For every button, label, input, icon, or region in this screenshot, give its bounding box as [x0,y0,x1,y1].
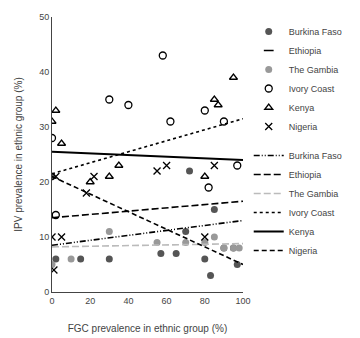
svg-text:Nigeria: Nigeria [289,122,318,132]
svg-text:60: 60 [162,296,172,306]
svg-text:0: 0 [44,287,49,297]
svg-text:80: 80 [200,296,210,306]
svg-text:Burkina Faso: Burkina Faso [289,151,342,161]
svg-text:The Gambia: The Gambia [289,189,339,199]
svg-text:20: 20 [39,177,49,187]
svg-text:Ivory Coast: Ivory Coast [289,208,335,218]
svg-text:Nigeria: Nigeria [289,246,318,256]
svg-text:40: 40 [39,67,49,77]
svg-text:IPV prevalence in ethnic group: IPV prevalence in ethnic group (%) [13,77,24,232]
svg-text:Kenya: Kenya [289,103,315,113]
svg-text:10: 10 [39,232,49,242]
svg-text:Burkina Faso: Burkina Faso [289,27,342,37]
svg-text:0: 0 [49,296,54,306]
svg-text:FGC prevalence in ethnic group: FGC prevalence in ethnic group (%) [68,323,228,334]
svg-text:The Gambia: The Gambia [289,65,339,75]
svg-text:Ethiopia: Ethiopia [289,46,322,56]
svg-text:50: 50 [39,12,49,22]
svg-text:Ivory Coast: Ivory Coast [289,84,335,94]
svg-text:30: 30 [39,122,49,132]
svg-text:Kenya: Kenya [289,227,315,237]
svg-text:40: 40 [123,296,133,306]
svg-text:Ethiopia: Ethiopia [289,170,322,180]
svg-text:100: 100 [235,296,250,306]
svg-text:20: 20 [85,296,95,306]
